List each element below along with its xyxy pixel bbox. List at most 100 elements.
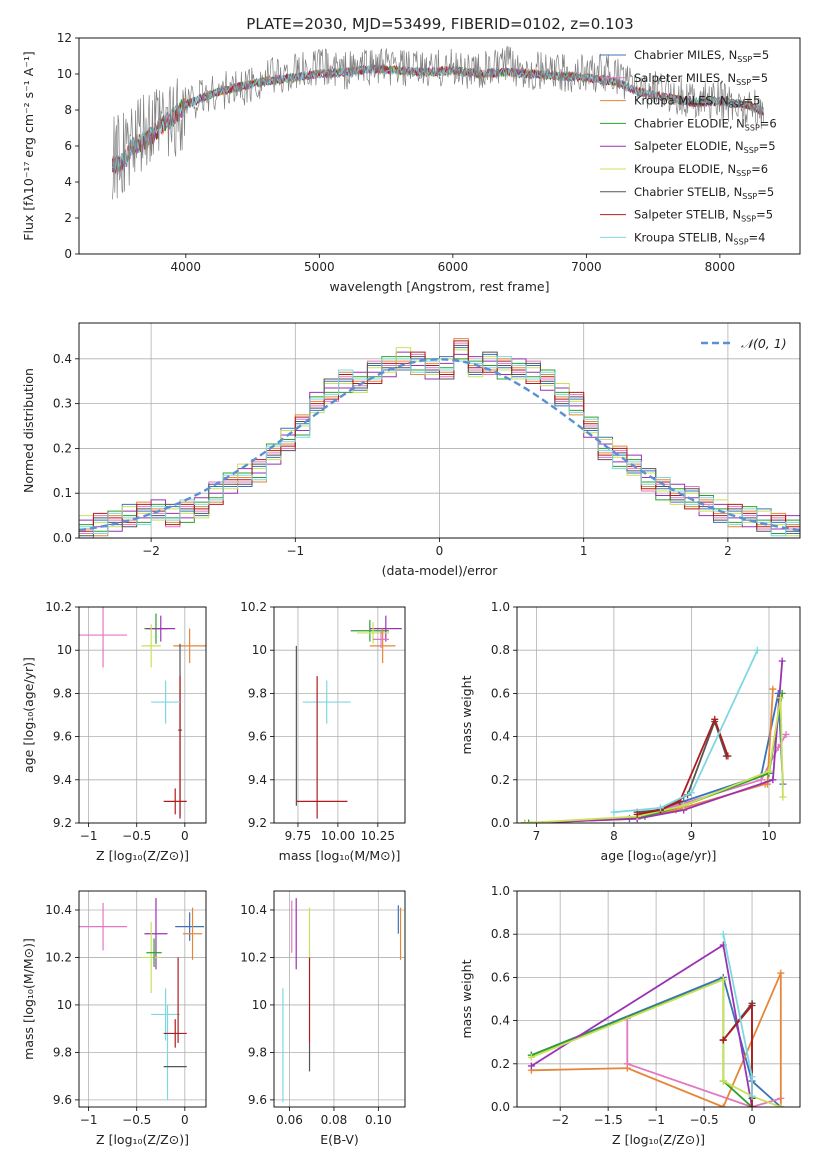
x-tick-label: −0.5 [122,1113,151,1127]
x-tick-label: 7 [533,829,541,843]
legend-label: Chabrier ELODIE, NSSP=6 [634,116,777,132]
y-tick-label: 10.2 [45,950,72,964]
y-tick-label: 9.6 [248,730,267,744]
y-tick-label: 2 [64,211,72,225]
x-tick-label: 4000 [171,260,202,274]
legend-count: =5 [756,208,773,222]
y-tick-label: 10.2 [240,950,267,964]
y-axis-label: Flux [fλ10⁻¹⁷ erg cm⁻² s⁻¹ A⁻¹] [21,51,36,240]
legend-label: Chabrier MILES, NSSP=5 [634,48,769,64]
x-tick-label: −1 [647,1113,665,1127]
axes-weight_vs_z: −2 −1.5 −1 −0.5 0 0.0 0.2 0.4 0.6 0.8 1.0 Z [log₁₀(… [459,884,801,1147]
y-tick-label: 0.1 [53,486,72,500]
weight-marker-kroupa_elodie [765,767,773,775]
x-tick-label: −0.5 [122,829,151,843]
x-tick-label: 8 [610,829,618,843]
weight-marker-kroupa_stelib [656,804,664,812]
y-axis-label: mass weight [459,675,474,754]
y-tick-label: 9.8 [248,686,267,700]
x-axis-label: wavelength [Angstrom, rest frame] [329,279,549,294]
x-tick-label: 0 [748,1113,756,1127]
plot-frame [273,890,406,1108]
y-tick-label: 9.6 [53,730,72,744]
x-tick-label: 1 [580,544,588,558]
weight-marker-salpeter_stelib [711,715,719,723]
y-tick-label: 0.4 [53,352,72,366]
weight-marker-kroupa_miles [769,685,777,693]
weight-marker-kroupa_miles [623,1064,631,1072]
y-tick-label: 8 [64,103,72,117]
y-tick-label: 0.8 [491,643,510,657]
axes-age_vs_z: −1 −0.5 0 9.2 9.4 9.6 9.8 10 10.2 Z [log₁₀(Z/Z⊙)]… [21,600,207,863]
plot-content [112,46,765,200]
x-tick-label: 9 [688,829,696,843]
y-tick-label: 12 [57,31,72,45]
y-tick-label: 0.0 [53,531,72,545]
plot-area [79,607,206,823]
plot-frame [516,890,801,1108]
weight-marker-kroupa_elodie [521,819,529,823]
weight-line-kroupa_miles [531,972,782,1107]
y-tick-label: 10.4 [240,903,267,917]
weight-marker-kroupa_miles [777,969,785,977]
legend-count: =5 [757,185,774,199]
y-tick-label: 10 [252,643,267,657]
y-tick-label: 0.2 [491,773,510,787]
y-tick-label: 10.2 [45,600,72,614]
y-tick-label: 0.0 [491,816,510,830]
legend-subscript: SSP [736,78,751,87]
plot-frame [78,322,801,539]
x-tick-label: 0 [181,829,189,843]
y-tick-label: 9.8 [53,686,72,700]
x-tick-label: 0.10 [365,1113,392,1127]
axes-mass_vs_z: −1 −0.5 0 9.6 9.8 10 10.2 10.4 Z [log₁₀(Z/Z⊙)] ma… [21,890,207,1147]
x-tick-label: 0.06 [276,1113,303,1127]
y-tick-label: 9.6 [248,1093,267,1107]
y-tick-label: 1.0 [491,600,510,614]
y-axis-label: mass [log₁₀(M/M⊙)] [21,938,36,1060]
plot-area [79,891,206,1107]
plot-frame [516,606,801,824]
data-spectrum-line [112,46,765,200]
legend-subscript: SSP [742,192,757,201]
plot-area [517,607,800,823]
weight-marker-kroupa_miles [719,1103,727,1107]
plot-content [282,898,402,1103]
weight-marker-kroupa_elodie [779,793,787,801]
axes-mass_vs_ebv: 0.06 0.08 0.10 9.6 9.8 10 10.2 10.4 E(B-V) [240,890,406,1147]
x-tick-label: −1 [80,1113,98,1127]
legend: Chabrier MILES, NSSP=5 Salpeter MILES, NS… [600,48,777,246]
axes-residuals: −2 −1 0 1 2 0.0 0.1 0.2 0.3 0.4 (data-model)/error… [21,322,801,578]
weight-marker-kroupa_elodie [719,1077,727,1085]
weight-marker-kroupa_stelib [610,808,618,816]
y-tick-label: 1.0 [491,884,510,898]
plot-area [274,891,405,1107]
weight-marker-salpeter_miles [757,776,765,784]
y-tick-label: 0 [64,247,72,261]
x-tick-label: 0.08 [321,1113,348,1127]
x-axis-label: Z [log₁₀(Z/Z⊙)] [96,848,189,863]
y-tick-label: 10 [57,67,72,81]
x-tick-label: −1 [80,829,98,843]
x-tick-label: −0.5 [689,1113,718,1127]
weight-marker-salpeter_miles [782,730,790,738]
legend-label: Salpeter MILES, NSSP=5 [634,71,768,87]
weight-marker-kroupa_elodie [777,694,785,702]
y-tick-label: 10.4 [45,903,72,917]
weight-marker-kroupa_elodie [777,1103,785,1107]
y-tick-label: 0.4 [491,1014,510,1028]
weight-marker-salpeter_stelib [719,1036,727,1044]
weight-marker-kroupa_elodie [719,976,727,984]
legend-label: Kroupa STELIB, NSSP=4 [634,230,765,246]
x-tick-label: −1 [286,544,304,558]
plot-content [79,338,800,538]
weight-marker-kroupa_elodie [527,1053,535,1061]
weight-marker-salpeter_stelib [724,752,732,760]
y-tick-label: 9.2 [53,816,72,830]
y-axis-label: mass weight [459,959,474,1038]
legend-subscript: SSP [734,237,749,246]
plot-content [527,930,785,1107]
x-axis-label: (data-model)/error [382,563,499,578]
legend-count: =6 [751,162,768,176]
